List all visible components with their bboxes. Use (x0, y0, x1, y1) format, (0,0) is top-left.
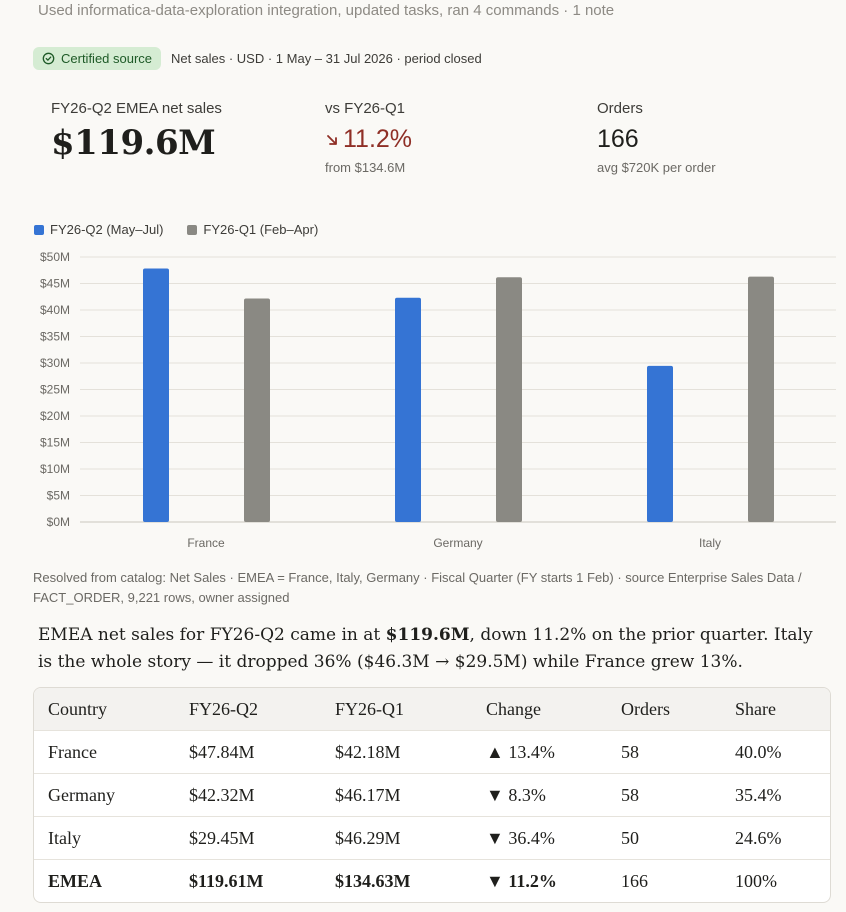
catalog-resolution-note: Resolved from catalog: Net Sales · EMEA … (33, 570, 802, 605)
bar-italy-series-1 (748, 276, 774, 522)
kpi-sub: from $134.6M (325, 160, 406, 175)
cell-change: ▲ 13.4% (472, 730, 607, 774)
summary-text: EMEA net sales for FY26-Q2 came in at $1… (38, 622, 828, 676)
bar-italy-series-0 (647, 365, 673, 522)
cell-orders: 50 (607, 816, 721, 860)
cell-q2: $42.32M (175, 773, 321, 817)
column-header: Share (735, 698, 776, 719)
column-header: Orders (621, 698, 670, 719)
kpi-label: Orders (597, 100, 643, 117)
kpi-delta-value: 11.2% (343, 125, 413, 153)
certified-source-badge: Certified source (33, 47, 162, 70)
kpi-vs-prior: vs FY26-Q1 11.2% from $134.6M (325, 100, 412, 175)
y-tick-label: $50M (40, 250, 70, 264)
cell-q2: $119.61M (175, 859, 321, 902)
cell-country: France (34, 730, 175, 774)
y-tick-label: $45M (40, 277, 70, 291)
kpi-sub: avg $720K per order (597, 160, 716, 175)
badge-label: Certified source (61, 51, 153, 66)
cell-share: 40.0% (721, 730, 830, 774)
source-meta: Net sales · USD · 1 May – 31 Jul 2026 · … (171, 51, 482, 66)
kpi-delta: 11.2% (325, 125, 412, 154)
y-tick-label: $35M (40, 330, 70, 344)
kpi-label: vs FY26-Q1 (325, 100, 406, 117)
y-tick-label: $25M (40, 383, 70, 397)
y-tick-label: $10M (40, 462, 70, 476)
y-tick-label: $30M (40, 356, 70, 370)
cell-change: ▼ 36.4% (472, 816, 607, 860)
cell-q2: $29.45M (175, 816, 321, 860)
cell-share: 24.6% (721, 816, 830, 860)
table-row: Germany $42.32M $46.17M ▼ 8.3% 58 35.4% (34, 773, 830, 817)
kpi-label: FY26-Q2 EMEA net sales (51, 100, 222, 117)
cell-orders: 166 (607, 859, 721, 902)
x-tick-label: France (187, 536, 225, 550)
column-header: Change (486, 698, 541, 719)
bar-france-series-0 (143, 268, 169, 522)
cell-q1: $46.17M (321, 773, 472, 817)
cell-country: Italy (34, 816, 175, 860)
summary-part: EMEA net sales for FY26-Q2 came in at (38, 625, 386, 645)
table-total-row: EMEA $119.61M $134.63M ▼ 11.2% 166 100% (34, 859, 830, 902)
y-tick-label: $40M (40, 303, 70, 317)
kpi-value: 166 (597, 125, 639, 153)
table-row: Italy $29.45M $46.29M ▼ 36.4% 50 24.6% (34, 816, 830, 860)
bar-france-series-1 (244, 298, 270, 522)
cell-q1: $42.18M (321, 730, 472, 774)
activity-summary[interactable]: Used informatica-data-exploration integr… (38, 2, 615, 19)
y-tick-label: $20M (40, 409, 70, 423)
check-circle-icon (42, 52, 55, 65)
cell-orders: 58 (607, 773, 721, 817)
kpi-value: $119.6M (51, 123, 216, 163)
cell-q1: $46.29M (321, 816, 472, 860)
bar-germany-series-1 (496, 277, 522, 522)
y-tick-label: $5M (47, 489, 70, 503)
cell-orders: 58 (607, 730, 721, 774)
y-tick-label: $0M (47, 515, 70, 529)
source-row: Certified source Net sales · USD · 1 May… (33, 47, 482, 70)
x-tick-label: Germany (433, 536, 482, 550)
cell-change: ▼ 8.3% (472, 773, 607, 817)
y-tick-label: $15M (40, 436, 70, 450)
bar-chart: $0M $5M $10M $15M $20M $25M $30M $35M $40M $45M $5… (40, 250, 836, 550)
column-header: FY26-Q1 (335, 698, 405, 719)
column-header: Country (48, 698, 108, 719)
kpi-orders: Orders 166 avg $720K per order (597, 100, 716, 175)
cell-q2: $47.84M (175, 730, 321, 774)
legend-swatch (187, 224, 198, 235)
x-tick-label: Italy (699, 536, 721, 550)
legend-swatch (34, 224, 44, 235)
legend-item-q2[interactable]: FY26-Q2 (May–Jul) (34, 222, 163, 237)
cell-country: Germany (34, 773, 175, 817)
results-table: Country FY26-Q2 FY26-Q1 Change Orders Sh… (33, 687, 831, 903)
kpi-net-sales: FY26-Q2 EMEA net sales $119.6M (51, 100, 222, 163)
bar-germany-series-0 (395, 297, 421, 522)
cell-share: 100% (721, 859, 830, 902)
cell-q1: $134.63M (321, 859, 472, 902)
cell-share: 35.4% (721, 773, 830, 817)
legend-label: FY26-Q2 (May–Jul) (50, 222, 164, 237)
column-header: FY26-Q2 (189, 698, 259, 719)
cell-country: EMEA (34, 859, 175, 902)
summary-part: , down 11.2% on the prior quarter. Italy… (38, 625, 813, 672)
arrow-down-right-icon (327, 134, 337, 145)
summary-highlight: $119.6M (385, 625, 470, 645)
table-header-row: Country FY26-Q2 FY26-Q1 Change Orders Sh… (34, 688, 830, 731)
cell-change: ▼ 11.2% (472, 859, 607, 902)
table-row: France $47.84M $42.18M ▲ 13.4% 58 40.0% (34, 730, 830, 774)
legend-item-q1[interactable]: FY26-Q1 (Feb–Apr) (187, 222, 318, 237)
chart-legend: FY26-Q2 (May–Jul) FY26-Q1 (Feb–Apr) (34, 222, 318, 237)
legend-label: FY26-Q1 (Feb–Apr) (203, 222, 319, 237)
